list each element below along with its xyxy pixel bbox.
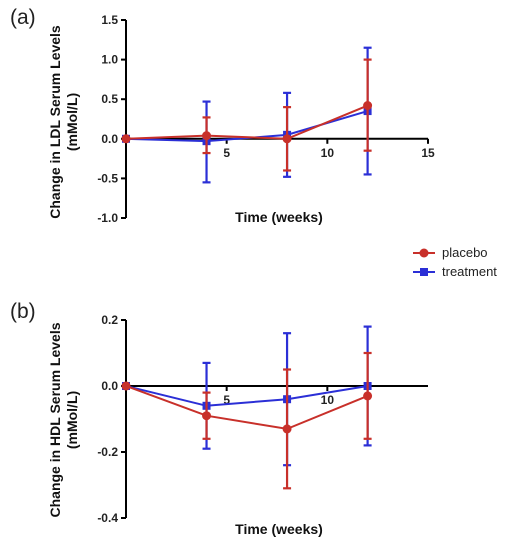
hdl-y-tick-label: 0.2 — [101, 313, 118, 327]
hdl-x-tick-label: 5 — [223, 393, 230, 407]
ldl-y-tick-label: -1.0 — [97, 211, 118, 225]
hdl-chart-panel: (b) 0.2 0.0 -0.2 -0.4 5 10 Time (weeks) Chang… — [10, 300, 428, 537]
hdl-placebo-line — [125, 385, 368, 430]
hdl-y-axis-title-line1: Change in HDL Serum Levels — [47, 322, 63, 517]
ldl-y-tick-label: 0.0 — [101, 132, 118, 146]
legend-treatment-label: treatment — [442, 264, 497, 279]
ldl-x-tick-label: 15 — [421, 146, 435, 160]
hdl-x-axis-title: Time (weeks) — [235, 521, 323, 537]
ldl-y-tick-label: -0.5 — [97, 171, 118, 185]
ldl-x-tick-label: 5 — [223, 146, 230, 160]
panel-a-label: (a) — [10, 6, 36, 29]
hdl-y-tick-label: 0.0 — [101, 379, 118, 393]
hdl-treatment-line — [125, 385, 368, 407]
ldl-placebo-line — [125, 104, 368, 140]
ldl-y-axis-title-line1: Change in LDL Serum Levels — [47, 25, 63, 219]
ldl-placebo-point — [282, 134, 292, 144]
panel-b-label: (b) — [10, 300, 36, 323]
hdl-x-tick-label: 10 — [321, 393, 335, 407]
hdl-y-axis-title-line2: (mMol/L) — [64, 391, 80, 449]
ldl-y-axis-title-line2: (mMol/L) — [64, 93, 80, 151]
ldl-y-tick-label: 1.0 — [101, 53, 118, 67]
ldl-x-axis-title: Time (weeks) — [235, 209, 323, 225]
ldl-series-placebo — [121, 58, 373, 172]
ldl-y-tick-label: 0.5 — [101, 92, 118, 106]
legend-entry-treatment: treatment — [413, 264, 497, 279]
hdl-placebo-point — [282, 424, 292, 434]
ldl-placebo-point — [202, 131, 212, 141]
hdl-placebo-point — [363, 391, 373, 401]
hdl-y-tick-label: -0.4 — [97, 511, 118, 525]
hdl-placebo-point — [202, 411, 212, 421]
ldl-axes — [121, 19, 429, 219]
hdl-tick-labels: 0.2 0.0 -0.2 -0.4 5 10 — [97, 313, 334, 525]
ldl-placebo-point — [363, 101, 373, 111]
hdl-series-placebo — [121, 351, 373, 490]
legend: placebo treatment — [413, 245, 497, 279]
legend-placebo-label: placebo — [442, 245, 488, 260]
legend-placebo-marker — [419, 248, 429, 258]
hdl-y-tick-label: -0.2 — [97, 445, 118, 459]
hdl-series — [121, 325, 373, 490]
ldl-placebo-point — [121, 134, 131, 144]
hdl-axes — [121, 319, 428, 519]
hdl-series-treatment — [122, 325, 372, 467]
legend-entry-placebo: placebo — [413, 245, 488, 260]
ldl-series — [121, 46, 373, 184]
ldl-x-tick-label: 10 — [321, 146, 335, 160]
ldl-y-tick-label: 1.5 — [101, 13, 118, 27]
legend-treatment-marker — [420, 268, 428, 276]
ldl-tick-labels: 1.5 1.0 0.5 0.0 -0.5 -1.0 5 10 15 — [97, 13, 435, 225]
ldl-series-treatment — [122, 46, 372, 184]
hdl-placebo-point — [121, 381, 131, 391]
ldl-chart-panel: (a) 1.5 1.0 0.5 0.0 -0.5 -1.0 5 10 15 Time (week… — [10, 6, 435, 225]
